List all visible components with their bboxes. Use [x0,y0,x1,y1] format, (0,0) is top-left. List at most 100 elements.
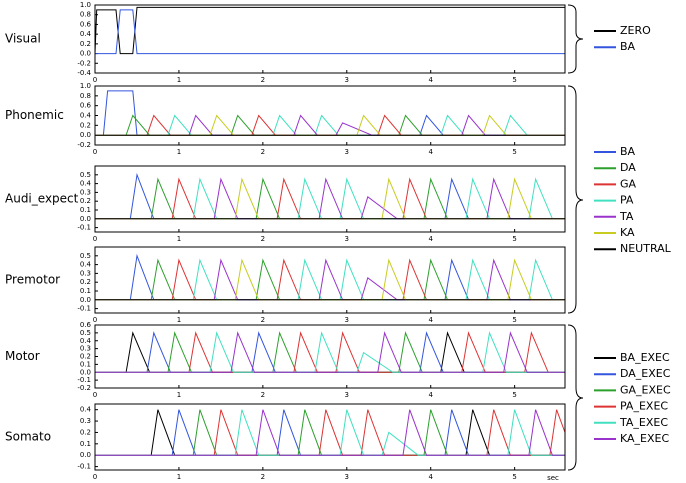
panel-label: Audi_expect [5,192,79,206]
series-line [95,331,565,373]
x-tick-label: 3 [345,316,349,324]
x-tick-label: 5 [512,473,516,481]
x-tick-label: 4 [428,391,433,399]
y-tick-label: 0.0 [80,296,91,304]
y-tick-label: 0.2 [80,197,91,205]
y-tick-label: 0.0 [80,50,91,58]
panel: Audi_expect -0.10.00.10.20.30.40.5 0 1 2 3 4 5 [5,165,566,243]
legend-label: PA_EXEC [620,400,668,413]
x-tick-label: 1 [177,148,181,156]
series-line [95,114,565,136]
series-line [95,258,565,301]
x-tick-label: 4 [428,316,433,324]
series-line [95,409,565,456]
series-line [95,258,565,301]
series-line [95,409,565,456]
panel: Visual -0.4 -0.20.0 0.2 0.4 0.60.8 1.0 0 1 2 3 4 5 ZE… [5,1,651,84]
y-tick-label: 0.6 [80,102,92,110]
y-tick-label: 0.2 [80,121,91,129]
legend-label: PA [620,194,634,207]
braces [567,4,584,471]
panel-label: Phonemic [5,108,64,122]
series-line [95,9,565,55]
x-tick-label: 1 [177,473,181,481]
legend-label: TA [619,210,634,223]
brace [567,4,584,74]
y-tick-label: 0.4 [80,261,92,269]
x-tick-label: 4 [428,235,433,243]
x-tick-label: 5 [512,76,516,84]
x-tick-label: 1 [177,76,181,84]
panel: Premotor -0.10.00.10.20.30.40.5 0 1 2 3 4 5 [5,246,566,324]
series-line [95,258,565,301]
y-tick-label: 0.8 [80,92,91,100]
legend-label: KA_EXEC [620,432,669,445]
y-tick-label: -0.1 [77,305,91,313]
y-tick-label: 0.2 [80,278,91,286]
legend-label: GA_EXEC [620,383,671,396]
legend-label: NEUTRAL [620,242,672,255]
x-tick-label: 2 [261,391,265,399]
legend-label: GA [620,177,637,190]
y-tick-label: 0.2 [80,40,91,48]
x-tick-label: 3 [345,391,349,399]
panel: Motor-0.2-0.10.00.10.20.30.40.50.60 1 2 3 4 5… [5,321,671,445]
panel: Somato -0.1 0.0 0.1 0.2 0.3 0.4 0 1 2 3 4 5 sec [5,403,566,482]
x-tick-label: 0 [93,76,97,84]
y-tick-label: 0.3 [80,269,91,277]
y-tick-label: 0.0 [80,131,91,139]
x-tick-label: 5 [512,235,516,243]
series-line [95,409,565,456]
plot-frame [94,403,566,471]
y-tick-label: -0.2 [77,59,91,67]
legend-label: BA [620,145,636,158]
series-line [95,331,565,373]
legend-label: BA_EXEC [620,351,670,364]
plot-frame [94,246,566,314]
x-tick-label: 2 [261,473,265,481]
brace [567,324,584,471]
y-tick-label: -0.1 [77,376,91,384]
y-tick-label: 0.0 [80,215,91,223]
x-tick-label: 2 [261,316,265,324]
series-line [95,177,565,220]
y-tick-label: 0.4 [80,30,92,38]
x-tick-label: 4 [428,148,433,156]
y-tick-label: 0.4 [80,406,92,414]
y-tick-label: 0.4 [80,180,92,188]
x-tick-label: 1 [177,316,181,324]
y-tick-label: 0.2 [80,353,91,361]
panel-label: Somato [5,430,51,444]
y-tick-label: 0.5 [80,252,91,260]
x-tick-label: 0 [93,235,97,243]
series-line [95,409,565,456]
series-line [95,177,565,220]
y-tick-label: 0.6 [80,20,92,28]
plot-frame [94,165,566,233]
panel-label: Premotor [5,273,60,287]
series-line [95,409,565,456]
panel-label: Motor [5,349,40,363]
plot-frame [94,324,566,389]
series-line [94,6,565,55]
x-tick-label: 0 [93,316,97,324]
y-tick-label: 0.1 [80,206,91,214]
x-tick-label: 2 [261,235,265,243]
x-tick-label: 0 [93,473,97,481]
x-axis-label: sec [547,474,559,482]
legend-label: ZERO [620,24,651,37]
y-tick-label: 0.0 [80,368,91,376]
y-tick-label: -0.2 [77,141,91,149]
series-line [95,177,565,220]
plot-frame [94,4,566,74]
legend-label: DA [620,161,636,174]
y-tick-label: -0.2 [77,384,91,392]
series-line [95,409,566,456]
series-line [95,258,565,301]
series-line [95,177,565,220]
y-tick-label: 0.1 [80,440,91,448]
y-tick-label: -0.1 [77,463,91,471]
x-tick-label: 3 [345,473,349,481]
y-tick-label: 1.0 [80,1,91,9]
